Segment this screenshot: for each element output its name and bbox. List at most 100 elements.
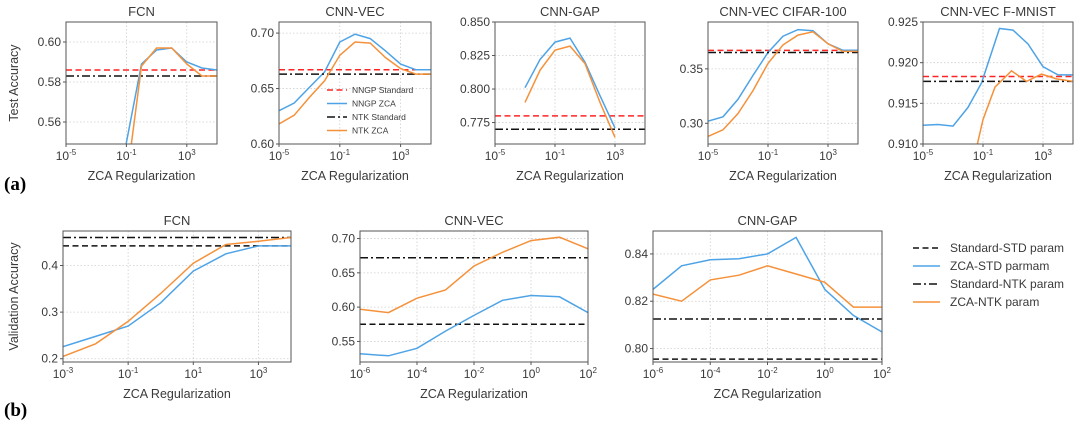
axes-frame [65,21,218,145]
series-line-ntk-zca [279,41,431,125]
subplot-title: FCN [128,4,155,19]
x-tick-label: 103 [1034,148,1052,163]
x-tick-label: 10-6 [350,366,371,381]
series-line-ntk-zca [708,30,858,138]
series-group [708,28,858,138]
subplot-a-3: 10-5 10-1 103 0.30 0.35 CNN-VEC CIFAR-100 ZCA … [680,4,859,183]
x-tick-label: 10-6 [643,366,664,381]
y-tick-label: 0.65 [332,266,356,280]
x-tick-label: 100 [522,366,540,381]
legend-entry-label: Standard-NTK param [950,277,1064,291]
axes-frame [62,230,292,363]
x-tick-label: 103 [606,148,624,163]
y-tick-label: 0.920 [888,56,918,70]
subplot-b-6: 10-6 10-4 10-2 100 102 0.55 0.60 0.65 0.70 CNN-VE… [332,213,598,401]
x-axis-label: ZCA Regularization [301,169,409,183]
series-group [360,236,588,357]
x-tick-label: 103 [250,366,268,381]
y-tick-label: 0.825 [460,49,490,63]
x-tick-label: 10-4 [700,366,721,381]
y-tick-label: 0.3 [41,305,58,319]
x-tick-label: 10-1 [973,148,994,163]
axes-frame [494,21,646,145]
x-tick-label: 10-1 [330,148,351,163]
x-tick-label: 100 [816,366,834,381]
subplot-title: CNN-VEC [444,213,503,228]
y-tick-label: 0.850 [460,15,490,29]
subplot-title: CNN-VEC CIFAR-100 [719,4,846,19]
series-line-nngp-zca [923,27,1073,127]
series-line-zca-ntk-param [653,265,882,308]
x-tick-label: 10-2 [757,366,778,381]
y-tick-label: 0.925 [888,15,918,29]
y-tick-label: 0.56 [38,115,62,129]
x-tick-label: 10-5 [485,148,506,163]
series-line-zca-std-parmam [360,294,588,357]
panel-label-a: (a) [4,174,26,195]
series-line-ntk-zca [524,45,616,138]
series-line-zca-std-parmam [63,245,291,348]
y-tick-label: 0.58 [38,75,62,89]
y-tick-label: 0.65 [251,82,275,96]
subplot-b-7: 10-6 10-4 10-2 100 102 0.80 0.82 0.84 CNN-GAP ZCA… [625,213,1064,401]
x-tick-label: 10-1 [545,148,566,163]
y-tick-label: 0.775 [460,116,490,130]
y-tick-label: 0.60 [38,35,62,49]
x-axis-label: ZCA Regularization [714,387,822,401]
x-tick-label: 103 [392,148,410,163]
x-tick-label: 102 [873,366,891,381]
series-line-zca-std-parmam [653,236,882,333]
series-group [653,236,882,360]
x-axis-label: ZCA Regularization [516,169,624,183]
y-tick-label: 0.915 [888,96,918,110]
x-tick-label: 10-2 [464,366,485,381]
y-tick-label: 0.80 [625,342,649,356]
subplot-title: CNN-VEC F-MNIST [940,4,1056,19]
legend-entry-label: NTK ZCA [352,125,389,135]
subplot-title: CNN-VEC [325,4,384,19]
axes-frame [278,21,432,145]
subplot-b-5: 10-3 10-1 101 103 0.2 0.3 0.4 FCN ZCA Regulariza… [7,213,292,401]
series-line-ntk-zca [976,69,1073,144]
y-tick-label: 0.35 [680,62,704,76]
legend-entry-label: ZCA-STD parmam [950,259,1049,273]
x-tick-label: 101 [184,366,202,381]
x-tick-label: 102 [579,366,597,381]
series-group [495,37,645,138]
series-group [63,236,291,358]
x-tick-label: 10-1 [116,148,137,163]
y-tick-label: 0.60 [332,300,356,314]
series-line-zca-ntk-param [360,236,588,314]
y-tick-label: 0.70 [251,26,275,40]
panel-label-b: (b) [4,400,27,421]
legend: NNGP Standard NNGP ZCA NTK Standard NTK ZCA [327,85,414,135]
x-tick-label: 10-3 [53,366,74,381]
x-tick-label: 10-1 [118,366,139,381]
legend-entry-label: NTK Standard [352,112,406,122]
x-tick-label: 10-5 [698,148,719,163]
x-tick-label: 103 [178,148,196,163]
subplot-title: FCN [164,213,191,228]
y-tick-label: 0.60 [251,137,275,151]
legend-entry-label: ZCA-NTK param [950,295,1039,309]
y-axis-label: Test Accuracy [7,44,21,122]
subplot-a-1: 10-5 10-1 103 0.60 0.65 0.70 CNN-VEC ZCA Regula… [251,4,432,183]
axes-frame [922,21,1074,145]
x-axis-label: ZCA Regularization [729,169,837,183]
subplot-a-2: 10-5 10-1 103 0.775 0.800 0.825 0.850 CNN-GAP ZC… [460,4,646,183]
legend-entry-label: NNGP Standard [352,85,414,95]
legend: Standard-STD param ZCA-STD parmam Standard… [913,241,1064,309]
y-tick-label: 0.2 [41,352,58,366]
series-line-nngp-zca [708,28,858,122]
y-tick-label: 0.70 [332,232,356,246]
series-line-ntk-zca [130,47,217,144]
series-line-nngp-zca [125,47,217,144]
axes-frame [707,21,859,145]
subplot-title: CNN-GAP [540,4,600,19]
x-axis-label: ZCA Regularization [88,169,196,183]
series-group [923,27,1073,144]
y-tick-label: 0.82 [625,294,649,308]
series-line-nngp-zca [524,37,616,129]
